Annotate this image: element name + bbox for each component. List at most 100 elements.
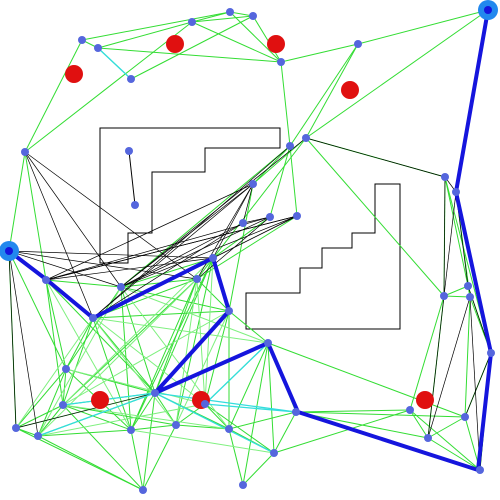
black-edge-21 [8,250,39,437]
green-edge-99 [62,317,94,406]
green-edge-17 [357,9,489,45]
red-sample-point-icon-3 [65,65,83,83]
roadmap-node-icon-37 [59,401,67,409]
black-edge-0 [24,151,94,319]
roadmap-node-icon-17 [266,213,274,221]
roadmap-node-icon-7 [354,40,362,48]
green-edge-119 [130,257,214,431]
roadmap-node-icon-35 [12,424,20,432]
obstacles-layer [99,127,401,330]
roadmap-node-icon-33 [151,389,159,397]
roadmap-node-icon-34 [201,400,209,408]
obstacle-outline-1 [99,127,281,264]
green-edge-19 [305,9,489,139]
roadmap-node-icon-42 [292,408,300,416]
green-edge-73 [409,409,429,439]
roadmap-node-icon-40 [225,425,233,433]
green-edge-108 [228,183,254,312]
green-edge-100 [92,317,132,431]
roadmap-node-icon-1 [249,12,257,20]
roadmap-node-icon-36 [34,432,42,440]
green-edge-29 [45,279,122,288]
green-edge-35 [120,286,230,312]
green-edge-97 [142,392,156,491]
roadmap-node-icon-25 [209,254,217,262]
green-edge-13 [130,15,254,80]
cyan-edge-6 [204,342,269,405]
black-edge-16 [212,215,298,259]
black-edge-15 [212,183,254,259]
green-edge-21 [252,145,291,185]
black-edge-8 [92,183,254,319]
green-edge-101 [120,286,132,431]
green-edge-58 [267,342,275,454]
green-edge-96 [242,342,269,486]
green-edge-89 [444,176,469,287]
green-edge-15 [280,61,291,147]
green-edge-11 [24,39,83,153]
roadmap-node-icon-47 [139,486,147,494]
roadmap-node-icon-14 [441,173,449,181]
green-edge-18 [305,43,359,139]
green-edge-7 [81,11,231,41]
green-edge-118 [62,278,198,406]
green-edge-77 [443,285,469,297]
cyan-edge-1 [154,392,297,413]
green-edge-110 [196,215,298,280]
green-edge-98 [45,279,64,406]
cyan-edge-2 [154,392,275,454]
green-edge-84 [464,296,471,418]
black-edge-18 [92,145,291,319]
green-edge-82 [409,295,445,411]
green-edge-24 [289,145,298,217]
green-edge-42 [120,286,156,394]
light-edge-7 [45,279,132,431]
green-edge-33 [120,257,214,288]
roadmap-node-icon-10 [125,147,133,155]
cyan-edge-4 [62,392,156,406]
start-node-center [5,247,13,255]
black-edge-24 [443,176,446,297]
roadmap-node-icon-38 [127,426,135,434]
black-edge-20 [15,392,156,429]
green-edge-41 [92,317,156,394]
green-edge-14 [280,43,359,63]
green-edge-68 [130,424,177,431]
black-edge-39 [45,215,298,281]
green-edge-93 [142,424,177,491]
green-edge-78 [443,295,471,298]
black-edge-7 [45,216,271,281]
roadmap-node-icon-11 [131,201,139,209]
green-edge-40 [65,286,122,370]
green-edge-92 [62,404,144,491]
light-edge-16 [120,286,269,344]
green-edge-102 [130,278,198,431]
roadmap-node-icon-44 [424,434,432,442]
black-edge-22 [305,137,446,178]
green-edge-3 [252,15,282,63]
roadmap-node-icon-12 [286,142,294,150]
green-edge-16 [289,43,359,147]
green-edge-10 [191,21,282,63]
light-edge-12 [37,403,206,437]
green-edge-66 [37,429,132,437]
green-edge-54 [204,403,230,430]
red-sample-point-icon-1 [166,35,184,53]
cyan-edge-5 [37,392,156,437]
green-edge-67 [62,404,132,431]
roadmap-node-icon-24 [193,275,201,283]
green-edge-4 [191,15,254,23]
green-edge-88 [305,137,445,297]
green-edge-12 [24,21,193,153]
roadmap-node-icon-22 [89,314,97,322]
black-edge-3 [8,250,198,280]
green-edge-76 [409,409,481,471]
roadmap-node-icon-19 [239,219,247,227]
black-edges-layer [8,137,492,471]
green-edge-22 [252,137,307,185]
goal-node-center [484,6,492,14]
green-edge-122 [295,411,466,418]
light-edge-6 [120,286,230,430]
